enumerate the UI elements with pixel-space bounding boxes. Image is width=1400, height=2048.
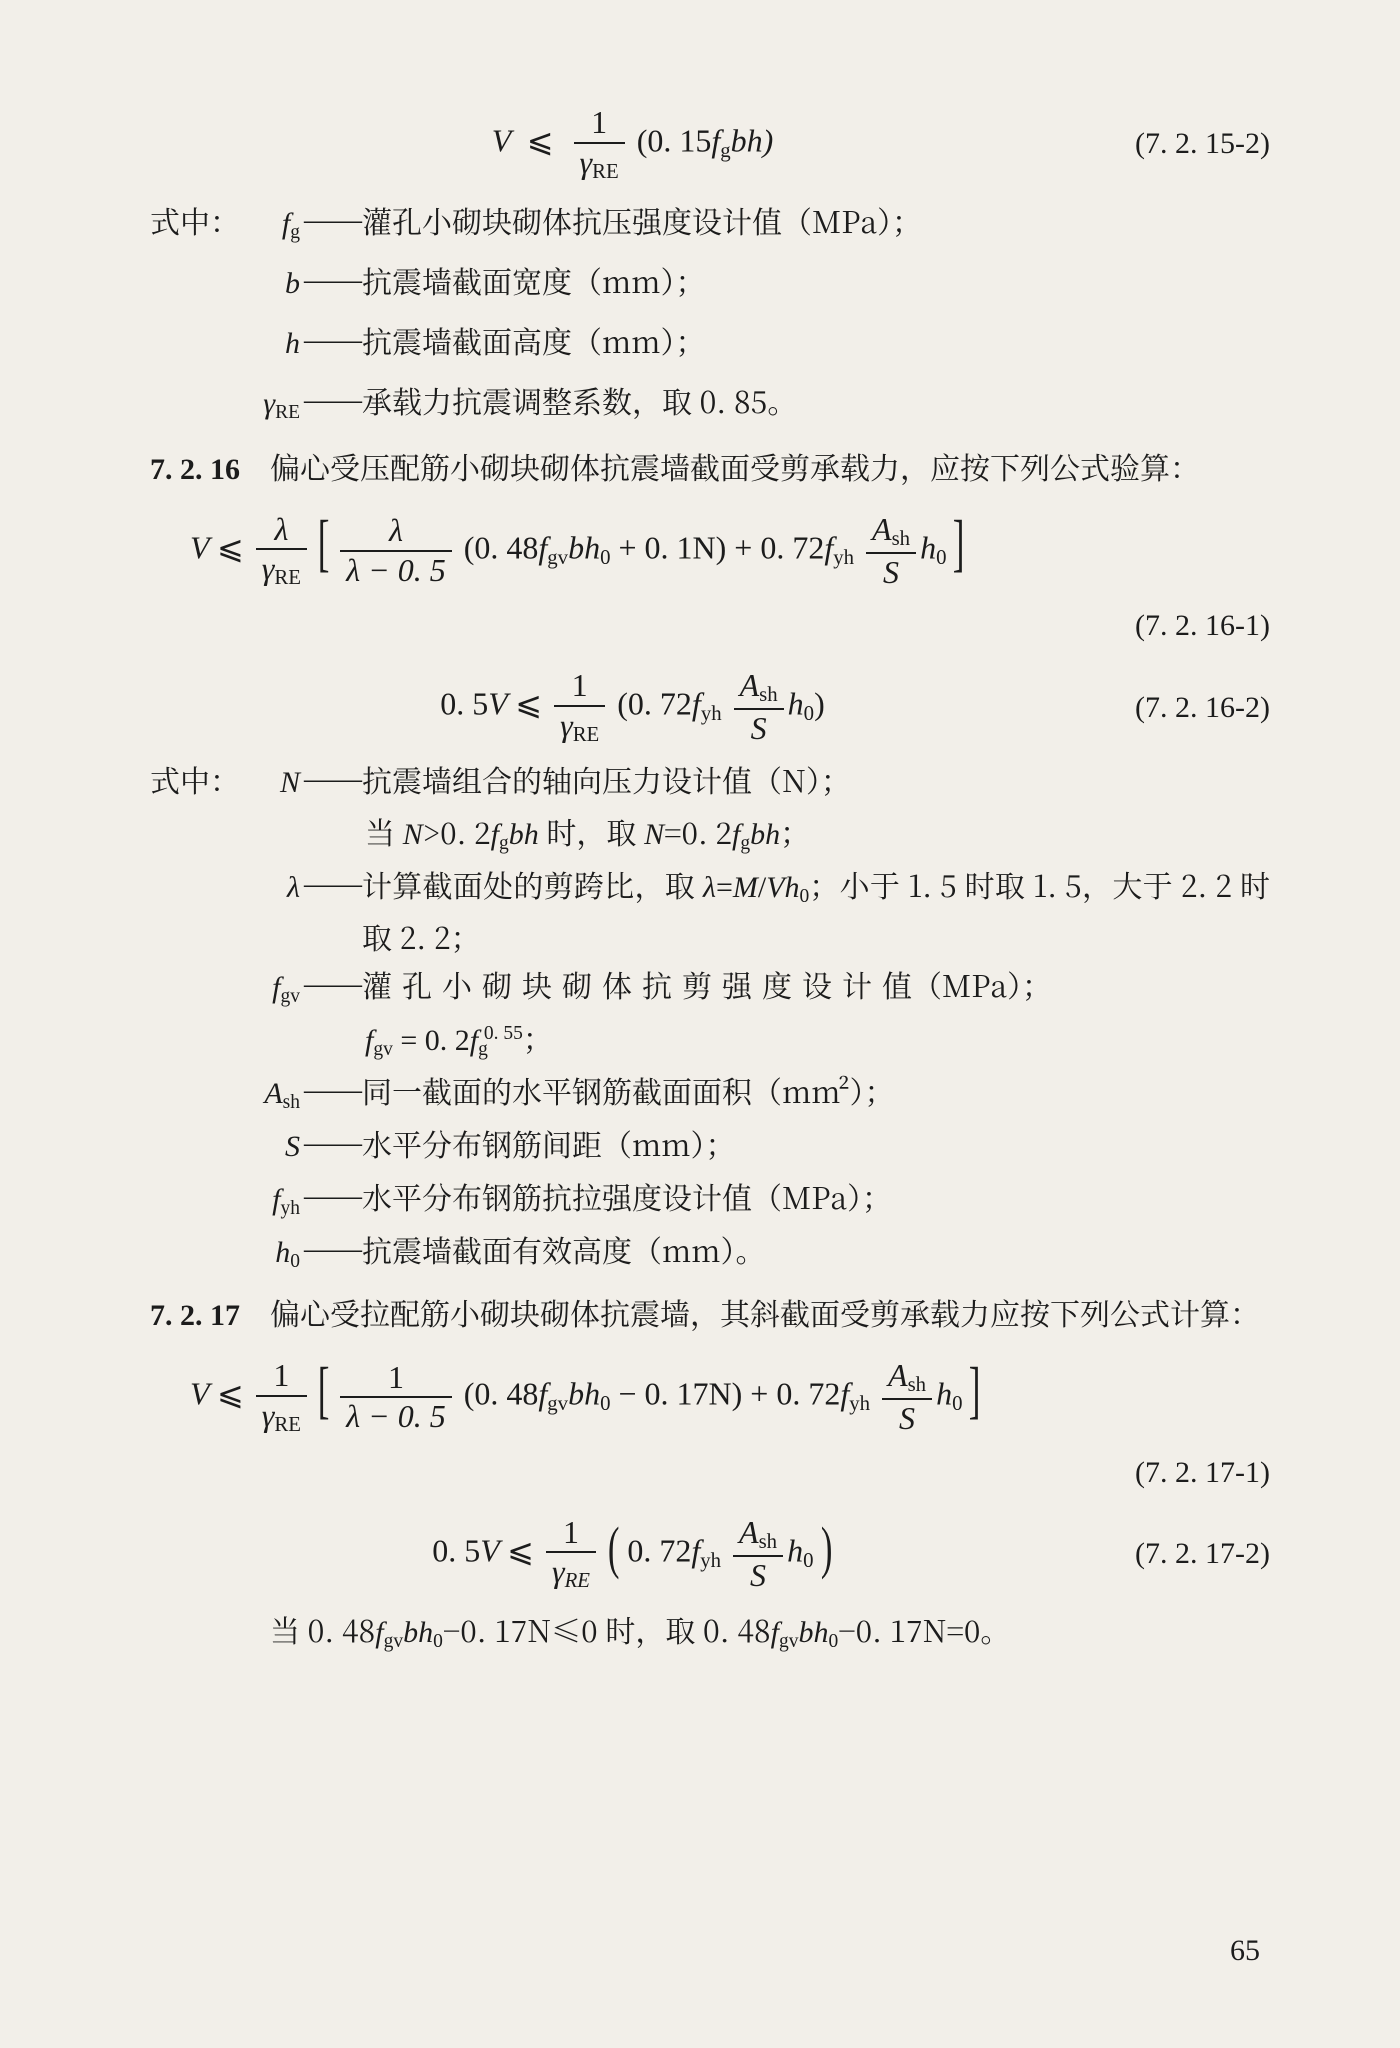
equation-7-2-16-1: V ⩽ λ γRE [ λ λ − 0. 5 (0. 48fgvbh0 + 0.… [190,513,1270,590]
page: V ⩽ 1 γRE (0. 15fgbh) (7. 2. 15-2) 式中： f… [0,0,1400,2048]
equation-7-2-17-2: 0. 5V ⩽ 1 γRE ( 0. 72fyh Ash S h0 ) (7. … [150,1516,1270,1593]
equation-number: (7. 2. 15-2) [1135,117,1270,171]
where-text: 抗震墙截面高度（mm）； [362,313,1270,367]
where-text: 当 N>0. 2fgbh 时，取 N=0. 2fgbh； [365,808,1270,859]
where-symbol: b [240,253,304,311]
where-7-2-15: 式中： fg —— 灌孔小砌块砌体抗压强度设计值（MPa）； b —— 抗震墙截… [150,193,1270,431]
page-number: 65 [1230,1924,1260,1978]
where-text: 承载力抗震调整系数，取 0. 85。 [362,373,1270,427]
where-text: 水平分布钢筋间距（mm）； [362,1120,1270,1167]
equation-7-2-17-1: V ⩽ 1 γRE [ 1 λ − 0. 5 (0. 48fgvbh0 − 0.… [190,1359,1270,1436]
where-symbol: S [250,1120,304,1171]
equation-7-2-16-2: 0. 5V ⩽ 1 γRE (0. 72fyh Ash S h0) (7. 2.… [150,669,1270,746]
where-text: fgv = 0. 2fg0. 55； [365,1014,1270,1065]
final-note: 当 0. 48fgvbh0−0. 17N≤0 时，取 0. 48fgvbh0−0… [270,1602,1270,1660]
where-symbol: h0 [236,1226,304,1277]
where-symbol: h [240,313,304,371]
where-symbol: fg [240,193,304,251]
eq-lhs: V [492,123,511,159]
section-7-2-16-intro: 7. 2. 16 偏心受压配筋小砌块砌体抗震墙截面受剪承载力，应按下列公式验算： [150,439,1270,497]
where-text: 同一截面的水平钢筋截面面积（mm²）； [362,1067,1270,1114]
where-text: 灌孔小砌块砌体抗剪强度设计值（MPa）； [362,961,1270,1008]
section-7-2-17-intro: 7. 2. 17 偏心受拉配筋小砌块砌体抗震墙，其斜截面受剪承载力应按下列公式计… [150,1285,1270,1343]
where-symbol: N [240,756,304,807]
where-text: 抗震墙截面有效高度（mm）。 [362,1226,1270,1273]
where-7-2-16: 式中： N —— 抗震墙组合的轴向压力设计值（N）； 当 N>0. 2fgbh … [150,756,1270,1277]
where-symbol: fyh [222,1173,304,1224]
where-symbol: λ [240,861,304,912]
equation-number: (7. 2. 17-2) [1135,1527,1270,1581]
equation-number: (7. 2. 17-1) [150,1446,1270,1500]
where-text: 计算截面处的剪跨比，取 λ=M/Vh0；小于 1. 5 时取 1. 5，大于 2… [362,861,1270,959]
where-symbol: γRE [220,373,304,431]
where-text: 灌孔小砌块砌体抗压强度设计值（MPa）； [362,193,1270,247]
where-text: 水平分布钢筋抗拉强度设计值（MPa）； [362,1173,1270,1220]
where-text: 抗震墙截面宽度（mm）； [362,253,1270,307]
where-symbol: Ash [214,1067,304,1118]
where-text: 抗震墙组合的轴向压力设计值（N）； [362,756,1270,803]
equation-7-2-15-2: V ⩽ 1 γRE (0. 15fgbh) (7. 2. 15-2) [150,106,1270,183]
where-symbol: fgv [222,961,304,1012]
equation-number: (7. 2. 16-2) [1135,681,1270,735]
equation-number: (7. 2. 16-1) [150,599,1270,653]
